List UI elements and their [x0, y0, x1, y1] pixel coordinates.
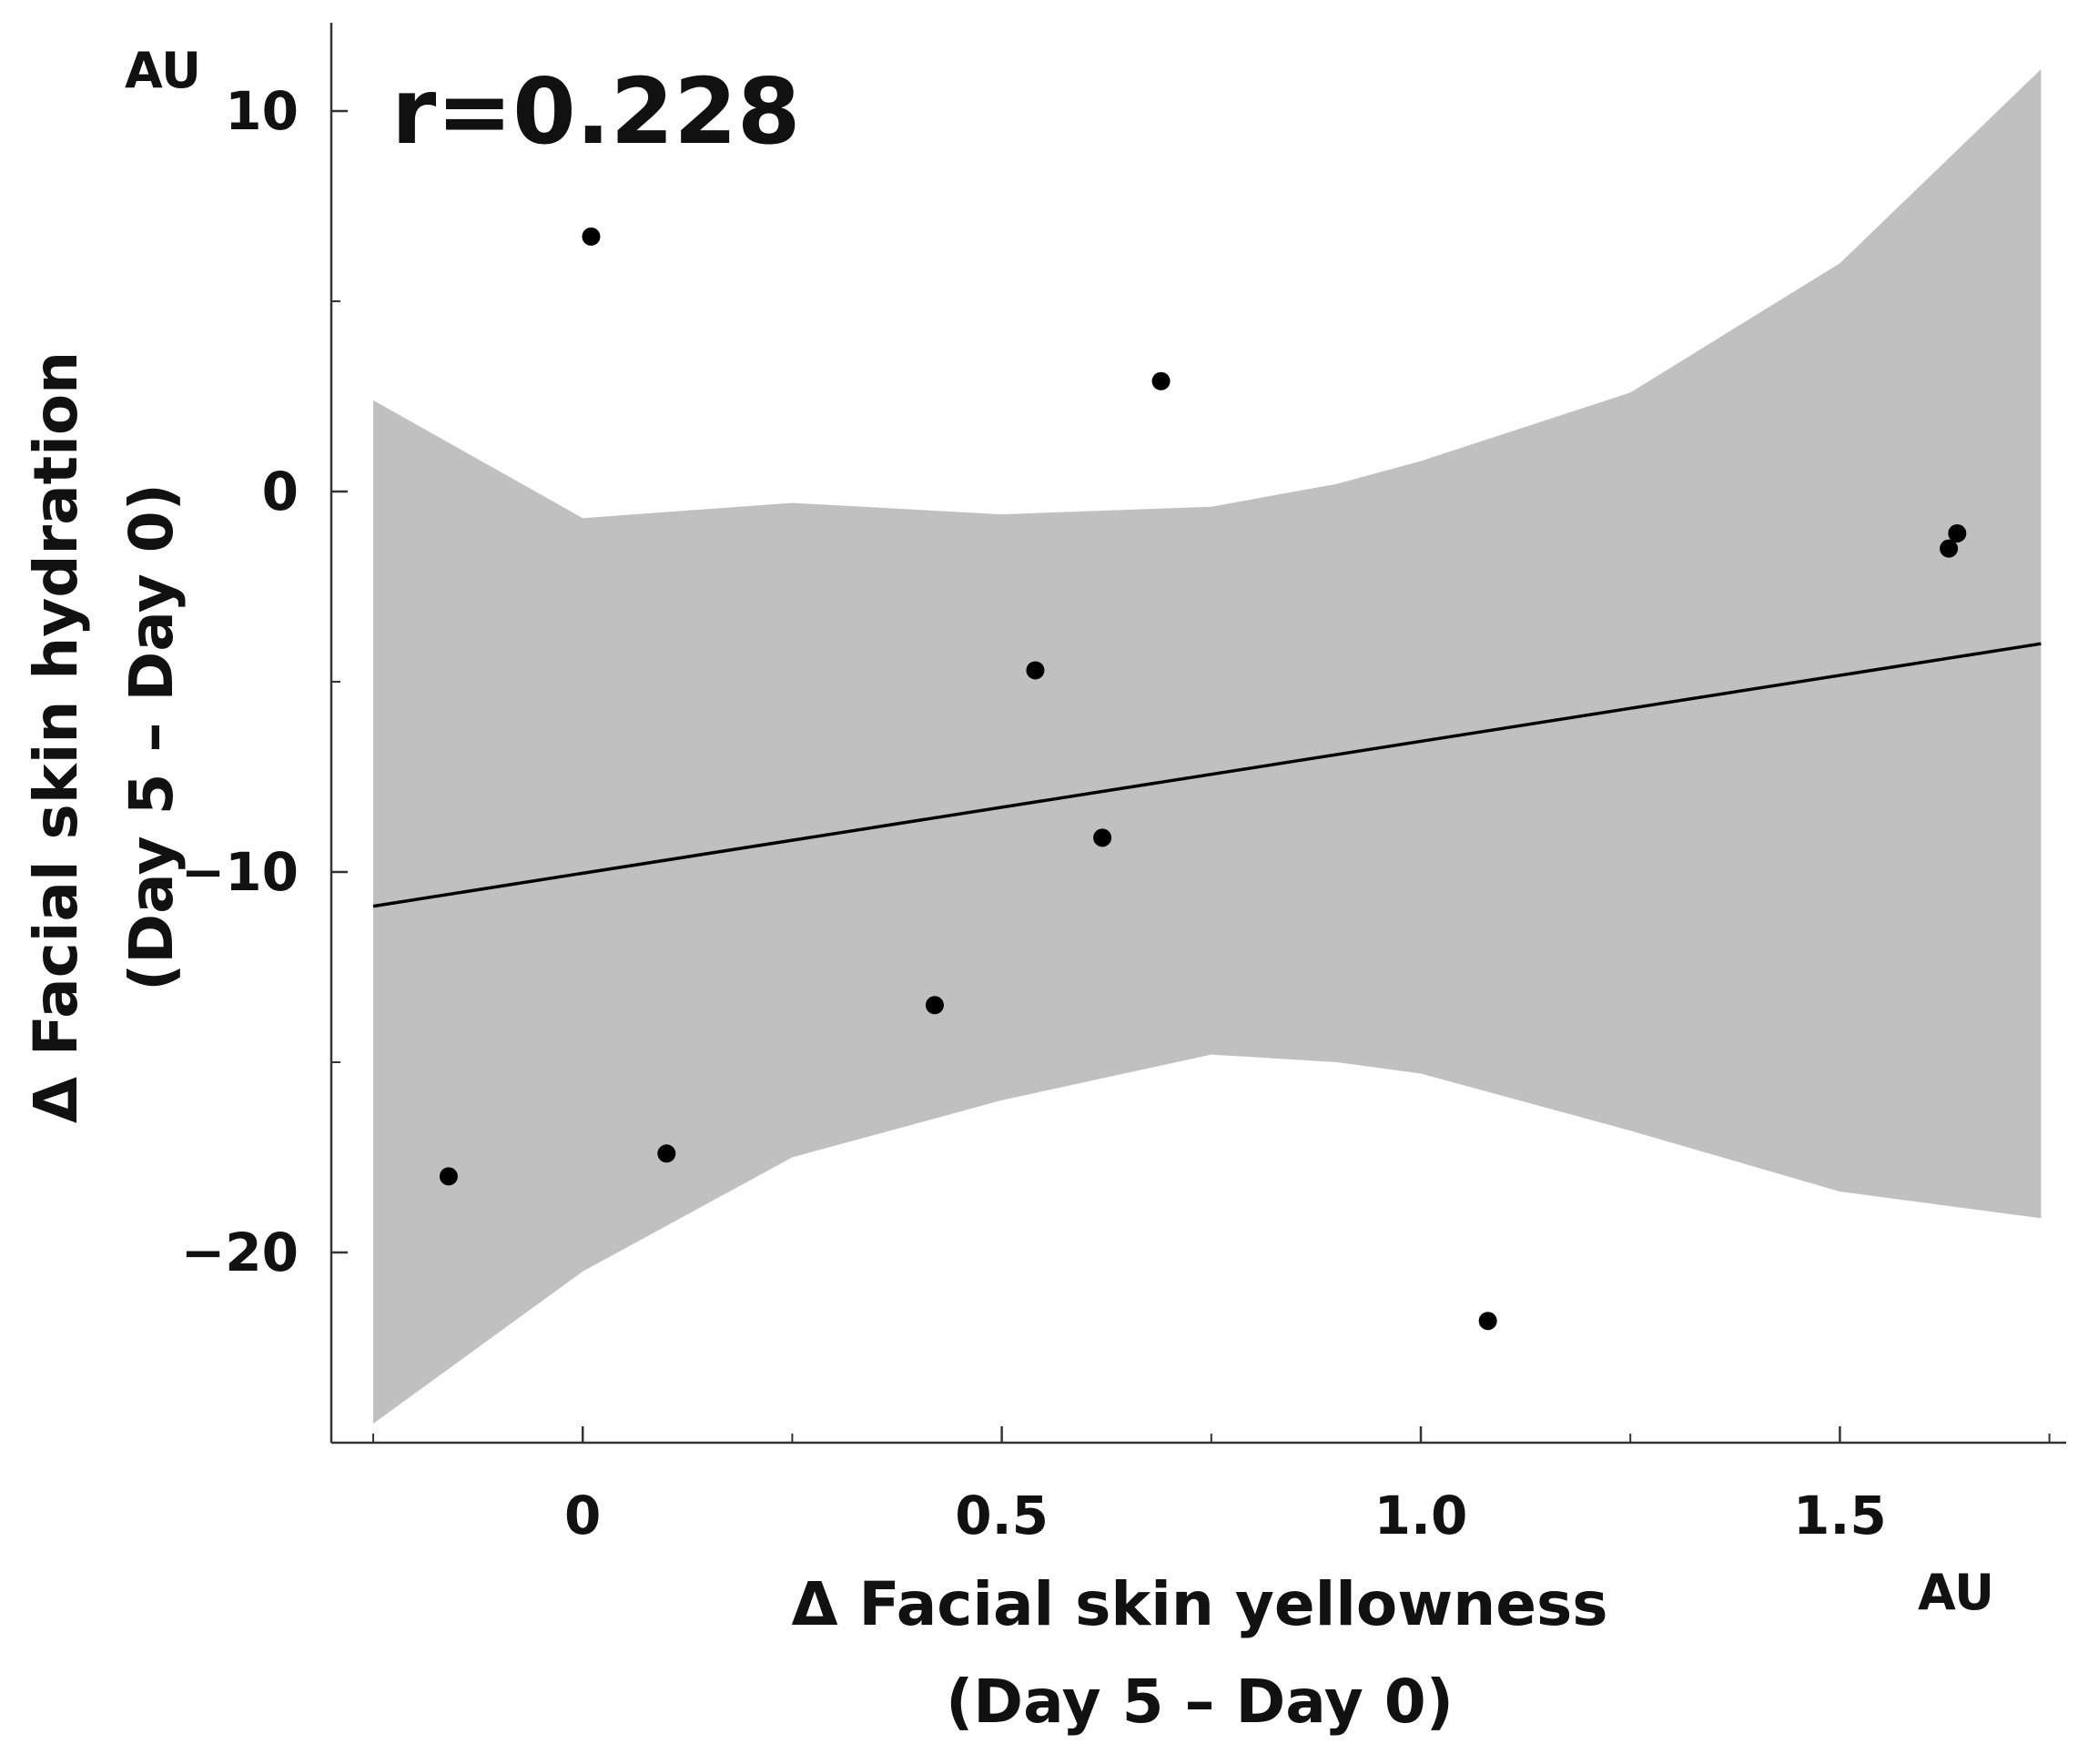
- y-axis-title-line1: Δ Facial skin hydration: [21, 351, 91, 1123]
- x-tick-label: 0: [564, 1485, 601, 1546]
- confidence-band: [373, 69, 2042, 1424]
- data-point: [925, 996, 944, 1015]
- x-axis-title-line2: (Day 5 – Day 0): [946, 1667, 1454, 1737]
- data-point: [439, 1167, 458, 1186]
- y-axis-title-line2: (Day 5 – Day 0): [117, 483, 187, 991]
- data-point: [1940, 539, 1959, 558]
- regression-line: [372, 642, 2042, 908]
- y-tick-label: 0: [262, 461, 299, 522]
- y-tick-label: −20: [181, 1222, 299, 1283]
- data-point: [1026, 661, 1045, 680]
- y-tick-label: 10: [225, 80, 299, 142]
- data-point: [1478, 1312, 1497, 1331]
- x-axis-unit-label: AU: [1918, 1564, 1994, 1621]
- x-tick-label: 1.5: [1793, 1485, 1887, 1546]
- x-tick-label: 1.0: [1374, 1485, 1468, 1546]
- y-tick-label: −10: [181, 841, 299, 903]
- y-axis-unit-label: AU: [125, 42, 201, 99]
- data-point: [1093, 828, 1112, 847]
- data-point: [1151, 371, 1171, 390]
- x-axis-title-line1: Δ Facial skin yellowness: [791, 1569, 1607, 1639]
- data-point: [582, 227, 601, 246]
- correlation-annotation: r=0.228: [391, 58, 800, 165]
- data-point: [1948, 523, 1967, 542]
- data-point: [657, 1144, 676, 1163]
- x-tick-label: 0.5: [955, 1485, 1049, 1546]
